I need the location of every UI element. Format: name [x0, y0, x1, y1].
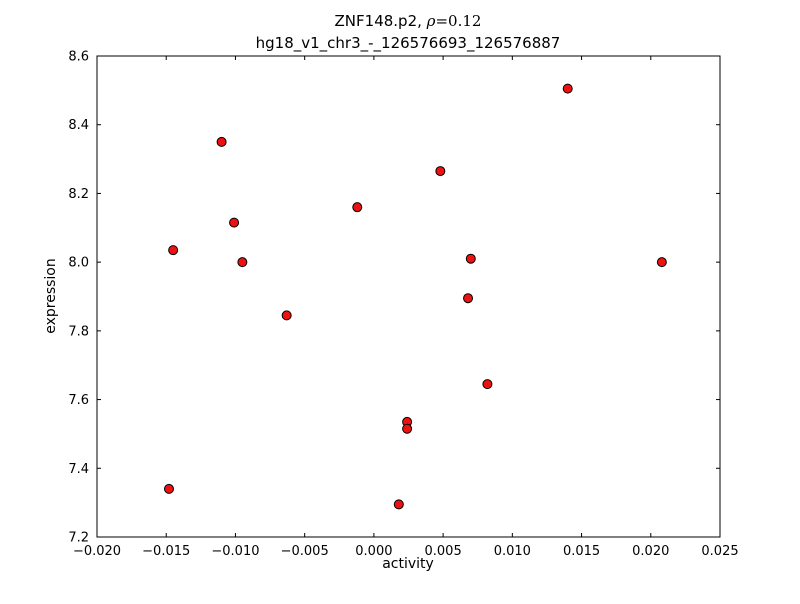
- data-point: [402, 423, 413, 434]
- x-tick-label: −0.015: [142, 544, 190, 559]
- y-tick-label: 7.8: [68, 324, 89, 339]
- plot-frame: [96, 55, 721, 538]
- y-tick-label: 8.0: [68, 256, 89, 271]
- y-tick-label: 8.6: [68, 50, 89, 65]
- x-tick-label: 0.020: [632, 544, 669, 559]
- x-tick-label: −0.010: [211, 544, 259, 559]
- data-point: [562, 83, 573, 94]
- x-tick-label: −0.005: [281, 544, 329, 559]
- chart-title-suffix: =0.12: [435, 12, 481, 30]
- y-tick-label: 7.2: [68, 531, 89, 546]
- x-tick-label: 0.015: [563, 544, 600, 559]
- y-tick-label: 8.4: [68, 118, 89, 133]
- x-tick-label: 0.010: [494, 544, 531, 559]
- data-point: [229, 217, 240, 228]
- x-tick-label: −0.020: [73, 544, 121, 559]
- data-point: [216, 136, 227, 147]
- plot-area: −0.020 −0.015 −0.010 −0.005 0.000 0.005 0.010 0…: [68, 50, 738, 560]
- data-point: [168, 245, 179, 256]
- rho-symbol: ρ: [426, 12, 436, 30]
- data-point: [281, 310, 292, 321]
- x-tick-label: 0.025: [701, 544, 738, 559]
- chart-title-line2: hg18_v1_chr3_-_126576693_126576887: [256, 34, 561, 53]
- y-axis-label: expression: [43, 258, 59, 334]
- chart-title-prefix: ZNF148.p2,: [335, 12, 427, 30]
- chart-title-line1: ZNF148.p2, ρ=0.12: [335, 12, 482, 30]
- x-axis-label: activity: [382, 556, 434, 572]
- data-point: [163, 483, 174, 494]
- data-point: [435, 166, 446, 177]
- data-point: [352, 202, 363, 213]
- data-point: [656, 257, 667, 268]
- data-point: [393, 499, 404, 510]
- x-tick-label: 0.005: [425, 544, 462, 559]
- x-tick-label: 0.000: [355, 544, 392, 559]
- data-point: [465, 253, 476, 264]
- y-tick-label: 7.4: [68, 462, 89, 477]
- y-tick-label: 8.2: [68, 187, 89, 202]
- data-point: [237, 257, 248, 268]
- data-point: [482, 379, 493, 390]
- data-point: [463, 293, 474, 304]
- y-tick-label: 7.6: [68, 393, 89, 408]
